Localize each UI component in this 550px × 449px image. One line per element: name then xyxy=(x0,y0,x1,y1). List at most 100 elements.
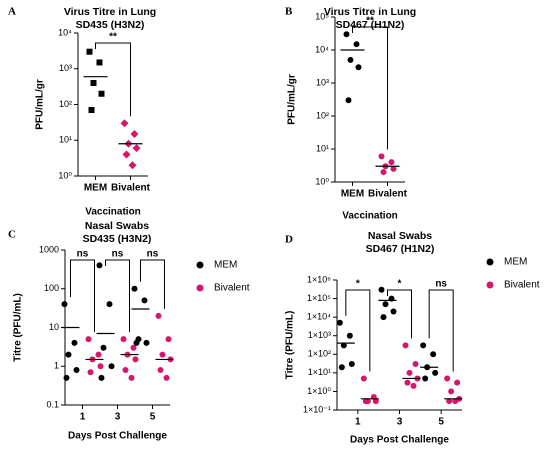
data-point xyxy=(122,150,131,159)
data-point xyxy=(120,119,129,128)
data-point xyxy=(390,308,397,315)
legend-label: Bivalent xyxy=(504,280,540,291)
significance-bracket xyxy=(345,289,371,372)
legend-marker xyxy=(196,284,204,292)
y-tick-label: 10³ xyxy=(59,63,72,73)
y-axis-label: PFU/mL/gr xyxy=(35,79,46,130)
data-point xyxy=(159,351,166,358)
data-point xyxy=(446,398,453,405)
y-tick-label: 10 xyxy=(49,322,59,332)
data-point xyxy=(430,351,437,358)
significance-label: ns xyxy=(435,279,447,290)
x-tick-label: 5 xyxy=(150,412,156,423)
data-point xyxy=(98,374,105,381)
data-point xyxy=(157,367,164,374)
data-point xyxy=(353,41,360,48)
significance-label: ns xyxy=(112,249,124,260)
data-point xyxy=(132,144,141,153)
data-point xyxy=(71,339,78,346)
x-tick-label: 1 xyxy=(80,412,86,423)
data-point xyxy=(165,336,172,343)
chart-subtitle: SD467 (H1N2) xyxy=(366,243,435,255)
y-tick-label: 10⁴ xyxy=(58,27,72,37)
data-point xyxy=(380,314,387,321)
data-point xyxy=(422,375,429,382)
y-axis-label: Titre (PFU/mL) xyxy=(13,293,24,362)
data-point xyxy=(388,159,395,166)
y-tick-label: 1×10⁵ xyxy=(307,293,331,303)
y-tick-label: 10¹ xyxy=(59,135,72,145)
data-point xyxy=(444,375,451,382)
panel-label: C xyxy=(8,229,16,241)
y-tick-label: 10⁰ xyxy=(58,170,72,180)
data-point xyxy=(372,398,379,405)
data-point xyxy=(347,56,354,63)
data-point xyxy=(390,165,397,172)
y-tick-label: 10⁰ xyxy=(315,176,329,186)
significance-bracket xyxy=(140,259,165,309)
significance-bracket xyxy=(70,259,95,333)
significance-bracket xyxy=(95,42,131,117)
significance-bracket xyxy=(387,289,412,339)
x-tick-label: Bivalent xyxy=(111,183,151,194)
data-point xyxy=(448,388,455,395)
x-axis-label: Vaccination xyxy=(342,211,398,222)
data-point xyxy=(87,369,94,376)
x-tick-label: 1 xyxy=(355,417,361,428)
significance-bracket xyxy=(352,26,388,150)
y-tick-label: 1×10² xyxy=(308,349,331,359)
legend-label: MEM xyxy=(504,257,527,268)
y-tick-label: 1×10⁴ xyxy=(307,312,331,322)
chart-title: Virus Titre in Lung xyxy=(324,6,416,18)
chart-subtitle: SD435 (H3N2) xyxy=(83,233,152,245)
y-tick-label: 10² xyxy=(59,99,72,109)
data-point xyxy=(163,374,170,381)
data-point xyxy=(85,336,92,343)
y-axis-label: PFU/mL/gr xyxy=(287,74,298,125)
data-point xyxy=(343,31,350,38)
y-tick-label: 1 xyxy=(54,361,59,371)
data-point xyxy=(96,59,103,66)
y-tick-label: 100 xyxy=(44,283,59,293)
data-point xyxy=(61,301,68,308)
y-tick-label: 1×10¹ xyxy=(308,367,331,377)
data-point xyxy=(155,312,162,319)
data-point xyxy=(98,90,105,97)
significance-bracket xyxy=(428,289,454,372)
data-point xyxy=(380,169,387,176)
data-point xyxy=(378,286,385,293)
data-point xyxy=(63,374,70,381)
y-tick-label: 10¹ xyxy=(316,143,329,153)
data-point xyxy=(412,360,419,367)
chart-title: Virus Titre in Lung xyxy=(64,6,156,18)
data-point xyxy=(432,369,439,376)
y-tick-label: 1×10³ xyxy=(308,330,331,340)
data-point xyxy=(452,398,459,405)
y-tick-label: 10⁵ xyxy=(315,11,329,21)
chart-title: Nasal Swabs xyxy=(368,230,432,242)
legend-label: MEM xyxy=(214,260,237,271)
data-point xyxy=(122,367,129,374)
data-point xyxy=(355,64,362,71)
data-point xyxy=(338,364,345,371)
chart-subtitle: SD435 (H3N2) xyxy=(76,19,145,31)
data-point xyxy=(378,153,385,160)
data-point xyxy=(340,342,347,349)
data-point xyxy=(133,339,140,346)
data-point xyxy=(346,332,353,339)
data-point xyxy=(362,398,369,405)
data-point xyxy=(360,375,367,382)
significance-bracket xyxy=(105,259,130,333)
panel-label: B xyxy=(285,6,293,18)
legend-marker xyxy=(486,258,494,266)
data-point xyxy=(128,374,135,381)
x-tick-label: MEM xyxy=(341,189,364,200)
significance-label: ** xyxy=(366,16,374,27)
data-point xyxy=(90,79,97,86)
significance-label: * xyxy=(398,279,402,290)
legend-marker xyxy=(196,261,204,269)
data-point xyxy=(65,351,72,358)
y-tick-label: 1000 xyxy=(39,244,59,254)
data-point xyxy=(88,107,95,114)
data-point xyxy=(86,48,93,55)
